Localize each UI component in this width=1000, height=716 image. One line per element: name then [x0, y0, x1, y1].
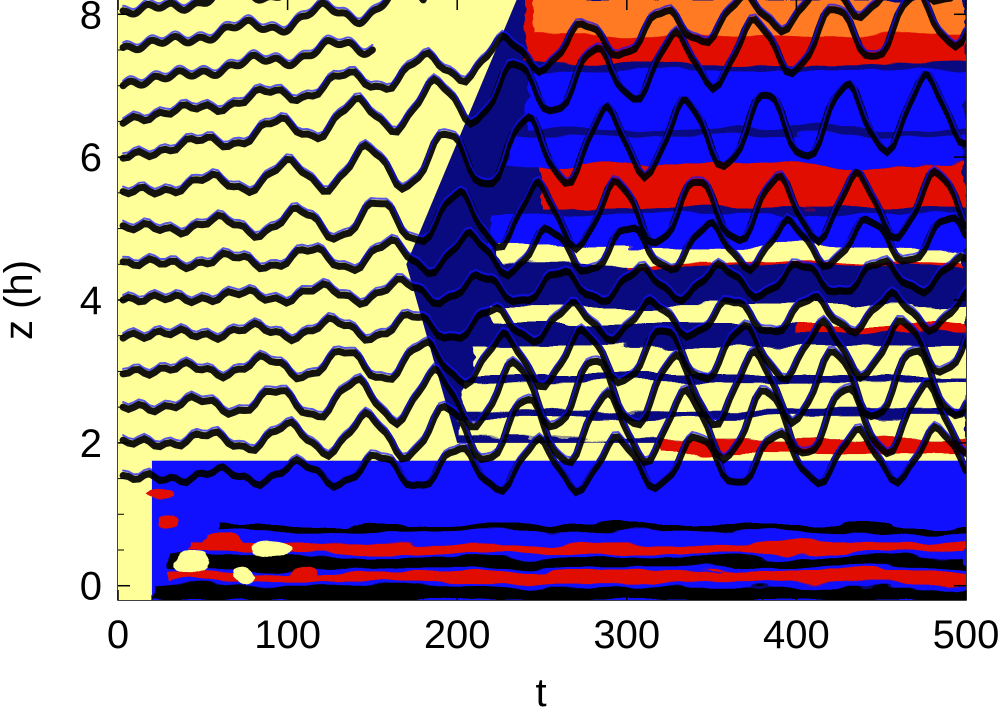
y-tick-label: 2 [80, 422, 102, 466]
stripe-layer-edge [122, 285, 966, 339]
band-black-0-3 [168, 557, 966, 568]
stripe-layer [119, 252, 966, 309]
stripe-layer [119, 0, 282, 18]
y-tick-label: 0 [80, 565, 102, 609]
stripe-layer [119, 0, 966, 162]
stripe-layer [119, 316, 966, 391]
stripe-layer [119, 287, 966, 347]
stripe-layer-edge [122, 165, 966, 246]
stripe-layer [119, 379, 966, 467]
stripe-layer-edge [122, 34, 374, 82]
early-patch [233, 565, 258, 585]
x-axis-title: t [535, 671, 546, 715]
plot-area [117, 0, 967, 601]
y-tick-label: 4 [80, 279, 102, 323]
early-patch [248, 540, 293, 560]
stripe-layer-edge [122, 0, 966, 155]
stripe-layer [119, 346, 966, 431]
stripe-layer-edge [122, 68, 966, 190]
stripe-layer [119, 0, 427, 54]
stripe-layer-edge [122, 344, 966, 423]
x-tick-label: 100 [254, 613, 321, 657]
stripe-layer-edge [122, 0, 877, 120]
y-axis-title: z (h) [0, 260, 41, 340]
stripe-layer [119, 70, 966, 198]
stripe-layer-edge [122, 0, 195, 11]
x-axis: 0 100 200 300 400 500 [107, 0, 1000, 657]
x-tick-label: 400 [763, 613, 830, 657]
x-tick-label: 200 [424, 613, 491, 657]
stripe-layer-edge [122, 250, 966, 301]
band-red-0-1 [168, 571, 966, 583]
x-tick-label: 500 [933, 613, 1000, 657]
stripe-layer [119, 0, 954, 127]
band-black-0-8 [219, 525, 966, 533]
band-yellow-3-7 [491, 303, 966, 325]
stripe-layer-edge [122, 420, 966, 489]
x-tick-label: 300 [593, 613, 660, 657]
stripe-layer [119, 36, 376, 90]
y-tick-label: 8 [80, 0, 102, 37]
wave-stripes [119, 0, 966, 497]
stripe-layer-edge [122, 0, 385, 46]
early-patch [197, 536, 242, 549]
stripe-layer-edge [122, 314, 966, 383]
stripe-layer [119, 214, 966, 280]
early-patch [143, 486, 178, 499]
stripe-layer-edge [122, 211, 966, 272]
stripe-layer [119, 422, 966, 497]
band-red-0-5 [185, 542, 966, 554]
x-tick-label: 0 [107, 613, 129, 657]
early-patch [156, 515, 181, 528]
y-tick-label: 6 [80, 136, 102, 180]
stripe-layer [119, 167, 966, 254]
y-axis: 0 2 4 6 8 [80, 0, 966, 609]
early-patch [292, 565, 317, 578]
early-patch [177, 554, 212, 575]
